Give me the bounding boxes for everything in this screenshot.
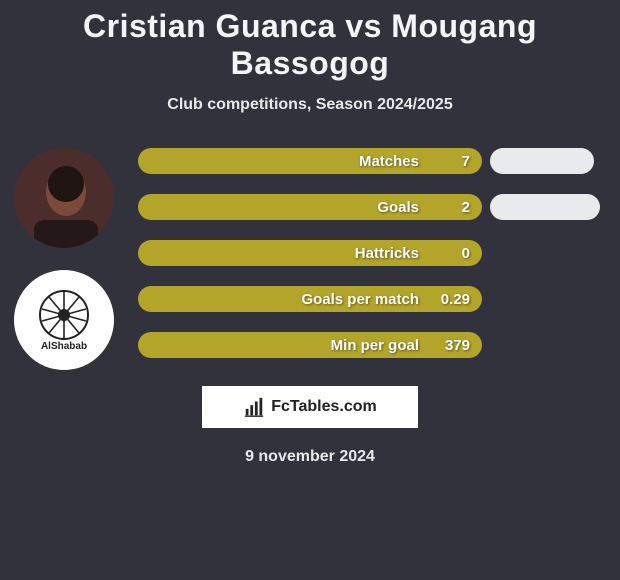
stat-value-left: 7 xyxy=(462,153,470,170)
left-bar: Goals 2 xyxy=(138,194,482,220)
stat-value-left: 0.29 xyxy=(441,291,470,308)
stat-row: Hattricks 0 xyxy=(138,240,482,266)
right-bar xyxy=(490,148,594,174)
stat-rows: Matches 7 Goals 2 Hattricks 0 Goals per match 0… xyxy=(138,148,482,358)
stat-label: Hattricks xyxy=(355,245,419,262)
football-club-badge-icon: AlShabab xyxy=(29,285,99,355)
left-bar: Matches 7 xyxy=(138,148,482,174)
stat-value-left: 379 xyxy=(445,337,470,354)
bar-chart-icon xyxy=(243,396,265,418)
person-silhouette-icon xyxy=(14,148,114,248)
page-title: Cristian Guanca vs Mougang Bassogog xyxy=(0,0,620,82)
stat-label: Goals xyxy=(377,199,419,216)
team-badge: AlShabab xyxy=(14,270,114,370)
watermark: FcTables.com xyxy=(202,386,418,428)
stat-value-left: 2 xyxy=(462,199,470,216)
team-label: AlShabab xyxy=(41,341,87,352)
stat-row: Min per goal 379 xyxy=(138,332,482,358)
left-bar: Hattricks 0 xyxy=(138,240,482,266)
left-bar: Min per goal 379 xyxy=(138,332,482,358)
left-bar: Goals per match 0.29 xyxy=(138,286,482,312)
subtitle: Club competitions, Season 2024/2025 xyxy=(0,96,620,114)
comparison-panel: AlShabab Matches 7 Goals 2 Hattricks 0 Goals p… xyxy=(0,148,620,358)
stat-row: Goals 2 xyxy=(138,194,482,220)
stat-label: Goals per match xyxy=(301,291,419,308)
stat-label: Matches xyxy=(359,153,419,170)
stat-label: Min per goal xyxy=(331,337,419,354)
watermark-text: FcTables.com xyxy=(271,398,377,416)
date-label: 9 november 2024 xyxy=(0,448,620,466)
stat-row: Goals per match 0.29 xyxy=(138,286,482,312)
stat-row: Matches 7 xyxy=(138,148,482,174)
avatar-column: AlShabab xyxy=(8,148,120,370)
right-bar xyxy=(490,194,600,220)
player-avatar xyxy=(14,148,114,248)
stat-value-left: 0 xyxy=(462,245,470,262)
